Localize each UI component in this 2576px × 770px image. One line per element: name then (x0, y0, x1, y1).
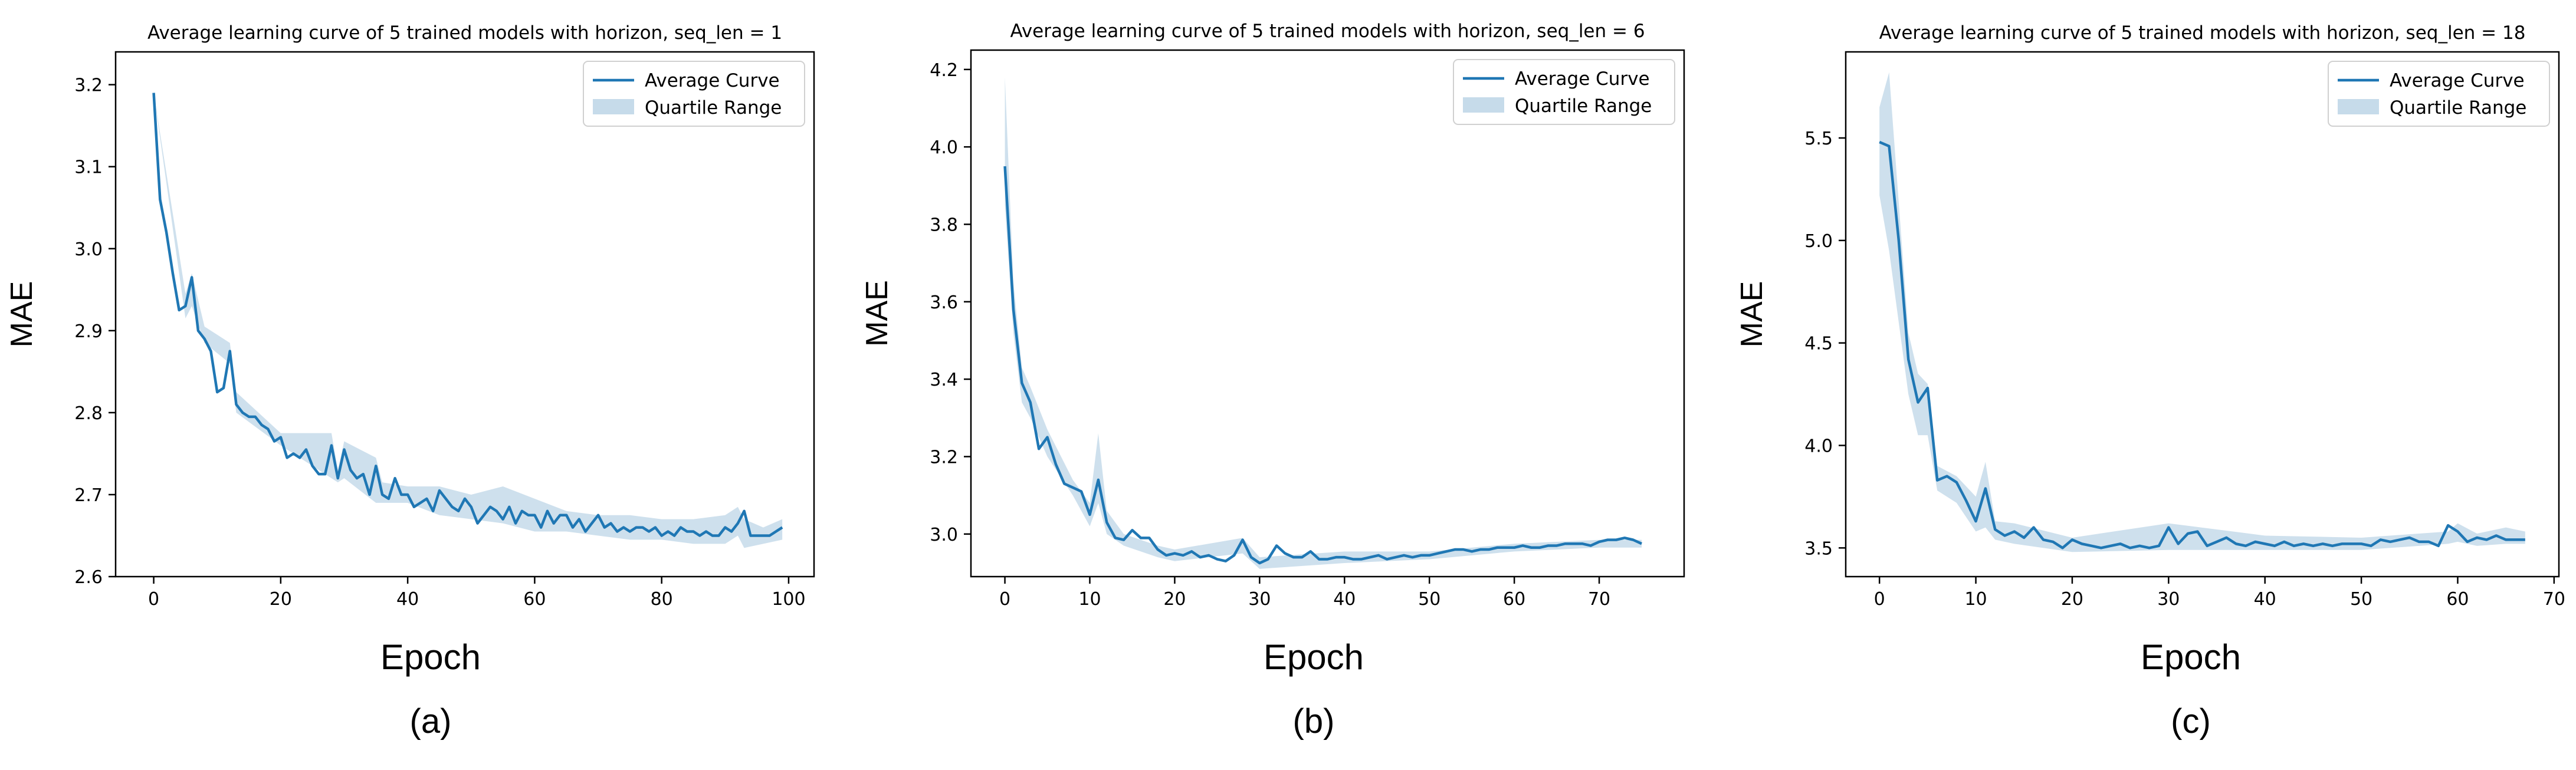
average-curve-b (1003, 166, 1642, 565)
y-tick-label-a: 2.9 (74, 321, 103, 342)
y-tick-label-b: 3.0 (930, 525, 958, 545)
legend-box-b (1453, 59, 1675, 125)
legend-box-a (583, 61, 805, 127)
x-tick-label-b: 70 (1588, 589, 1610, 610)
x-tick-label-c: 20 (2061, 589, 2083, 610)
plot-frame-c (1845, 51, 2560, 578)
legend-label-average-a: Average Curve (645, 70, 780, 91)
y-tick-label-c: 4.5 (1804, 334, 1833, 354)
x-tick-label-c: 0 (1874, 589, 1885, 610)
y-axis-label-a: MAE (5, 281, 39, 348)
x-tick-label-a: 20 (270, 589, 292, 610)
x-tick-label-b: 30 (1248, 589, 1271, 610)
y-axis-label-b: MAE (860, 280, 894, 347)
x-tick-label-c: 60 (2446, 589, 2469, 610)
legend-label-quartile-a: Quartile Range (645, 97, 782, 119)
legend-band-swatch-c (2338, 99, 2379, 114)
x-tick-label-a: 80 (651, 589, 673, 610)
panel-label-c: (c) (2171, 702, 2211, 741)
x-axis-label-a: Epoch (380, 637, 481, 677)
x-tick-label-b: 20 (1163, 589, 1186, 610)
y-tick-label-c: 3.5 (1804, 538, 1833, 559)
y-tick-label-b: 4.2 (930, 60, 958, 81)
plot-frame-a (114, 51, 815, 578)
x-tick-label-c: 10 (1964, 589, 1987, 610)
quartile-band-a (153, 93, 783, 548)
x-tick-label-c: 30 (2157, 589, 2180, 610)
legend-box-c (2328, 61, 2550, 127)
legend-band-swatch-a (593, 99, 634, 114)
x-tick-label-b: 0 (999, 589, 1010, 610)
panel-label-a: (a) (409, 702, 452, 741)
y-tick-label-a: 3.0 (74, 239, 103, 260)
x-axis-label-b: Epoch (1263, 637, 1364, 677)
legend-label-quartile-b: Quartile Range (1515, 96, 1652, 117)
x-tick-label-a: 0 (148, 589, 159, 610)
x-tick-label-c: 70 (2543, 589, 2565, 610)
y-tick-label-a: 2.7 (74, 485, 103, 506)
chart-title-b: Average learning curve of 5 trained mode… (1010, 21, 1645, 42)
legend-label-quartile-c: Quartile Range (2390, 97, 2526, 119)
panel-label-b: (b) (1292, 702, 1335, 741)
y-tick-label-b: 3.8 (930, 215, 958, 235)
x-tick-label-b: 50 (1418, 589, 1440, 610)
legend-b: Average Curve Quartile Range (1453, 59, 1675, 125)
chart-title-a: Average learning curve of 5 trained mode… (147, 22, 782, 44)
legend-band-swatch-b (1463, 97, 1504, 113)
y-tick-label-b: 3.6 (930, 292, 958, 313)
x-tick-label-b: 40 (1333, 589, 1356, 610)
x-tick-label-a: 40 (396, 589, 419, 610)
y-tick-label-a: 2.8 (74, 403, 103, 424)
y-tick-label-b: 3.4 (930, 370, 958, 390)
plot-frame-b (970, 49, 1685, 578)
average-curve-c (1879, 140, 2525, 549)
y-tick-label-a: 3.2 (74, 75, 103, 96)
x-tick-label-a: 100 (772, 589, 805, 610)
y-tick-label-b: 3.2 (930, 447, 958, 468)
legend-a: Average Curve Quartile Range (583, 61, 805, 127)
y-tick-label-c: 4.0 (1804, 436, 1833, 457)
x-tick-label-c: 40 (2254, 589, 2276, 610)
chart-b: Average learning curve of 5 trained mode… (860, 21, 1685, 610)
y-tick-label-c: 5.0 (1804, 231, 1833, 252)
y-tick-label-c: 5.5 (1804, 129, 1833, 149)
x-tick-label-a: 60 (523, 589, 546, 610)
y-tick-label-b: 4.0 (930, 137, 958, 158)
x-tick-label-b: 10 (1078, 589, 1101, 610)
legend-label-average-c: Average Curve (2390, 70, 2525, 91)
chart-a: Average learning curve of 5 trained mode… (5, 22, 815, 610)
x-tick-label-b: 60 (1503, 589, 1525, 610)
average-curve-a (152, 93, 783, 537)
y-tick-label-a: 3.1 (74, 157, 103, 178)
x-tick-label-c: 50 (2350, 589, 2372, 610)
legend-label-average-b: Average Curve (1515, 68, 1650, 90)
chart-title-c: Average learning curve of 5 trained mode… (1879, 22, 2526, 44)
legend-c: Average Curve Quartile Range (2328, 61, 2550, 127)
x-axis-label-c: Epoch (2140, 637, 2242, 677)
y-tick-label-a: 2.6 (74, 567, 103, 588)
y-axis-label-c: MAE (1735, 281, 1769, 348)
quartile-band-c (1879, 72, 2525, 552)
chart-c: Average learning curve of 5 trained mode… (1735, 22, 2565, 610)
